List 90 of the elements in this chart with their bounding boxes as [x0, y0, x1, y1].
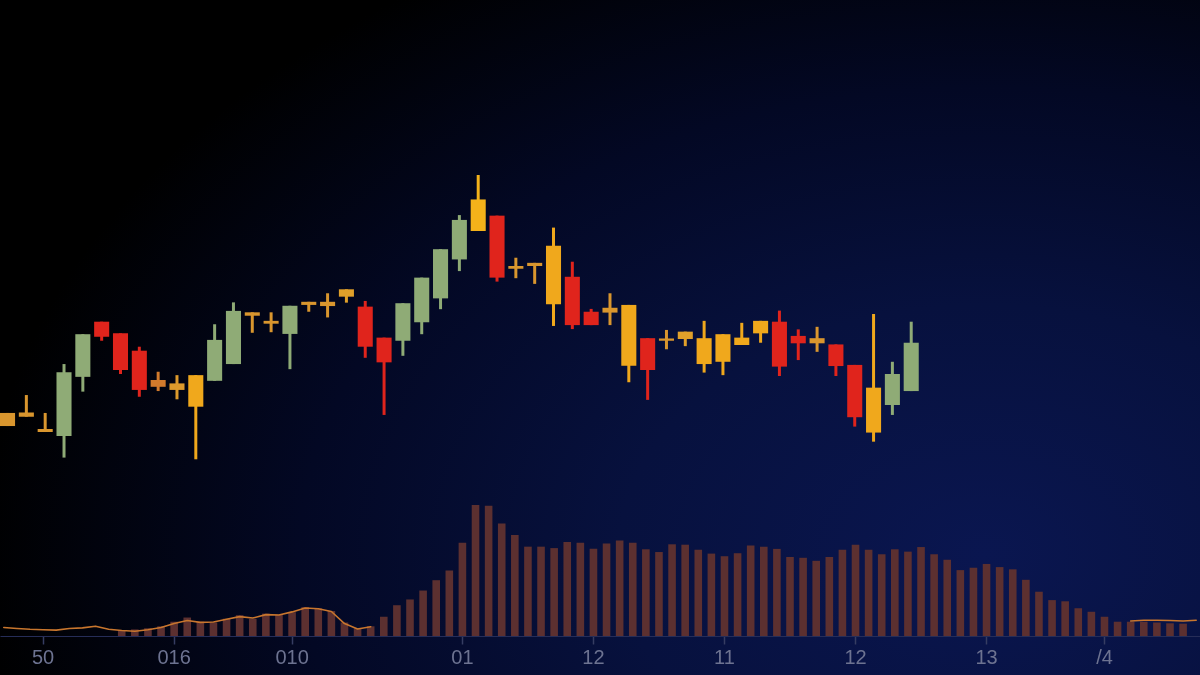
- bar: [681, 544, 689, 636]
- bar: [799, 557, 807, 636]
- bar: [1087, 611, 1096, 636]
- candlestick: [508, 257, 524, 280]
- candlestick: [828, 344, 844, 376]
- bar: [1035, 591, 1043, 636]
- candlestick: [320, 293, 336, 318]
- bar: [930, 554, 938, 636]
- x-tick-label: 50: [31, 645, 55, 668]
- bar: [615, 540, 624, 636]
- bar: [445, 570, 454, 636]
- bar: [550, 548, 558, 636]
- bar: [419, 590, 427, 636]
- bar: [602, 543, 611, 636]
- bar: [301, 607, 309, 636]
- bar: [825, 557, 834, 636]
- bar: [969, 567, 978, 636]
- bar: [812, 560, 820, 636]
- x-tick-label: 010: [275, 645, 309, 668]
- bar: [668, 544, 676, 636]
- x-tick-label: 13: [975, 645, 998, 668]
- bar: [694, 549, 703, 636]
- bar: [720, 556, 729, 636]
- bar: [288, 612, 296, 636]
- candlestick: [150, 371, 166, 393]
- candlestick: [244, 312, 260, 333]
- bar: [1048, 600, 1056, 636]
- bar: [864, 549, 873, 636]
- bar: [471, 505, 480, 636]
- bar: [1166, 623, 1174, 636]
- bar: [956, 570, 965, 636]
- bar: [524, 546, 532, 636]
- bar: [773, 548, 781, 636]
- bar: [1113, 621, 1122, 636]
- bar: [838, 549, 847, 636]
- bar: [891, 549, 899, 636]
- x-tick-label: 016: [157, 645, 191, 668]
- candlestick: [790, 329, 806, 362]
- x-tick-label: /4: [1096, 645, 1113, 668]
- bar: [563, 541, 572, 636]
- bar: [380, 616, 388, 636]
- bar: [576, 542, 585, 636]
- bar: [1008, 569, 1017, 636]
- candlestick: [602, 293, 618, 327]
- bar: [733, 553, 742, 636]
- candlestick: [18, 395, 34, 417]
- bar: [786, 557, 794, 636]
- bar: [1126, 621, 1135, 636]
- bar: [275, 614, 283, 636]
- bar: [995, 567, 1004, 636]
- bar: [406, 599, 414, 636]
- bar: [707, 553, 716, 636]
- bar: [262, 613, 270, 636]
- bar: [904, 551, 912, 636]
- bar: [393, 605, 401, 636]
- bar: [1061, 601, 1069, 636]
- bar: [655, 552, 663, 636]
- bar: [1179, 623, 1187, 636]
- x-tick-label: 12: [582, 645, 605, 668]
- candlestick: [169, 375, 185, 400]
- bar: [314, 608, 323, 636]
- bar: [511, 535, 519, 636]
- bar: [642, 549, 650, 636]
- bar: [183, 617, 192, 636]
- bar: [1139, 621, 1148, 636]
- candlestick: [263, 312, 279, 334]
- x-tick-label: 12: [844, 645, 867, 668]
- bar: [851, 544, 860, 636]
- bar: [248, 618, 257, 636]
- x-tick-label: 01: [451, 645, 474, 668]
- bar: [484, 505, 493, 636]
- bar: [943, 559, 952, 636]
- bar: [537, 546, 545, 636]
- bar: [1074, 608, 1083, 636]
- bar: [1153, 622, 1161, 636]
- bar: [628, 542, 637, 636]
- bar: [458, 542, 467, 636]
- bar: [589, 548, 598, 636]
- x-tick-label: 11: [714, 645, 735, 668]
- bar: [432, 580, 441, 636]
- bar: [917, 547, 925, 636]
- bar: [1100, 616, 1109, 636]
- candlestick: [809, 325, 825, 352]
- candlestick: [658, 328, 674, 350]
- bar: [982, 563, 991, 636]
- bar: [1022, 579, 1030, 636]
- bar: [759, 546, 768, 636]
- bar: [746, 545, 755, 636]
- bar: [497, 523, 506, 636]
- bar: [877, 554, 886, 636]
